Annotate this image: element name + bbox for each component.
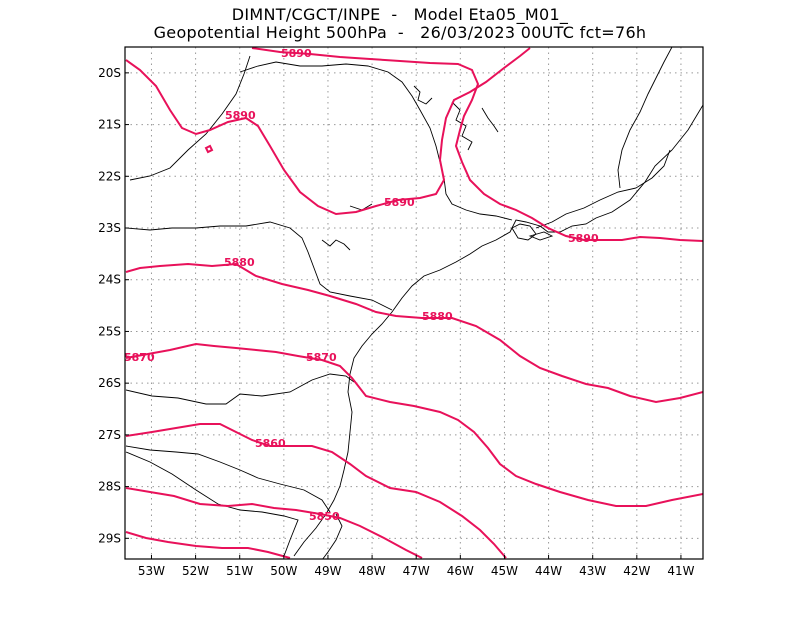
tick-label-lon: 43W [579,564,606,578]
tick-label-lat: 23S [98,221,121,235]
tick-label-lon: 53W [138,564,165,578]
reservoir-2 [451,101,473,151]
contours-5890 [125,47,703,242]
tick-label-lat: 24S [98,273,121,287]
contour-labels: 5890 5890 5890 5890 5880 5880 5870 5870 … [124,47,599,523]
tick-label-lat: 22S [98,169,121,183]
contours-5860 [125,423,507,559]
contour-label-5860: 5860 [255,437,286,450]
contour-5890-main [125,47,531,216]
tick-label-lon: 50W [270,564,297,578]
contours-5870 [125,342,703,507]
plot-frame [124,46,704,560]
border-sp-mg [239,61,513,221]
coastline [293,104,703,557]
tick-label-lat: 28S [98,480,121,494]
reservoir-4 [321,239,351,251]
border-es-mg [617,47,673,189]
tick-label-lon: 48W [359,564,386,578]
border-arg [125,451,299,557]
map-title: DIMNT/CGCT/INPE - Model Eta05_M01_ Geopo… [0,6,800,42]
border-pr-sc [125,373,355,405]
contour-5850-b [125,531,291,559]
tick-label-lon: 47W [403,564,430,578]
contour-label-5880-east: 5880 [422,310,453,323]
grid-lines [125,47,703,559]
contour-label-5870-center: 5870 [306,351,337,364]
tick-label-lat: 26S [98,376,121,390]
guanabara-bay [511,223,537,241]
title-line-1: DIMNT/CGCT/INPE - Model Eta05_M01_ [231,5,569,24]
contour-5880 [125,262,703,404]
contour-label-top: 5890 [281,47,312,60]
tick-label-lon: 51W [226,564,253,578]
lagoon-patos [322,513,343,559]
tick-label-lon: 52W [182,564,209,578]
tick-label-lon: 45W [491,564,518,578]
tick-label-lon: 42W [623,564,650,578]
border-sc-rs [125,445,331,513]
tick-label-lon: 44W [535,564,562,578]
contour-5890-top [251,47,703,242]
contour-5870 [125,342,703,507]
title-line-2: Geopotential Height 500hPa - 26/03/2023 … [153,23,647,42]
tick-label-lat: 21S [98,118,121,132]
reservoir-1 [413,85,433,105]
coastline-borders [125,47,703,559]
tick-label-lat: 27S [98,428,121,442]
tick-label-lon: 41W [667,564,694,578]
tick-label-lat: 20S [98,66,121,80]
tick-label-lon: 46W [447,564,474,578]
contour-label-5890-east: 5890 [568,232,599,245]
contour-label-5880-west: 5880 [224,256,255,269]
axis-ticks: 53W 52W 51W 50W 49W 48W 47W 46W 45W 44W 43W 42W 41W 2… [98,66,695,578]
reservoir-3 [481,107,499,133]
contour-5860 [125,423,507,559]
contour-label-5890-center: 5890 [384,196,415,209]
ilha-grande [528,231,554,241]
tick-label-lat: 29S [98,531,121,545]
contour-5890-blob [204,144,214,154]
border-sp-pr [125,221,393,311]
tick-label-lon: 49W [314,564,341,578]
tick-label-lat: 25S [98,324,121,338]
contour-label-5870-west: 5870 [124,351,155,364]
contour-label-5890-west: 5890 [225,109,256,122]
contours-5880 [125,262,703,404]
border-ms [129,55,251,181]
contour-label-5850: 5850 [309,510,340,523]
border-rj-mg [535,149,671,229]
contours-5850 [125,487,423,559]
contour-5850-a [125,487,423,559]
